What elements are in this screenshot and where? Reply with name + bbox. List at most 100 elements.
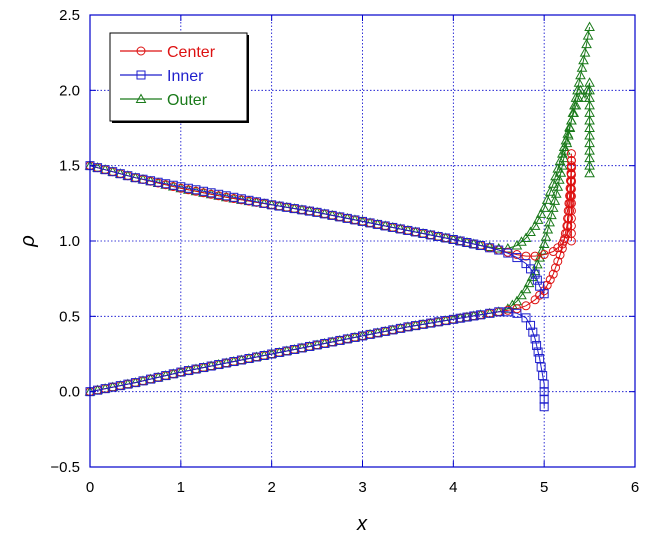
data-point <box>476 310 486 320</box>
x-tick-label: 5 <box>540 479 548 496</box>
x-tick-label: 2 <box>267 479 275 496</box>
data-point <box>462 312 472 322</box>
legend: Center Inner Outer <box>109 32 249 123</box>
data-point <box>552 163 564 173</box>
data-point <box>532 214 544 224</box>
data-point <box>523 277 535 288</box>
data-point <box>584 21 595 32</box>
y-tick-label: 1.0 <box>59 233 80 250</box>
data-point <box>476 241 486 251</box>
data-point <box>553 174 565 184</box>
data-point <box>573 77 585 87</box>
data-point <box>503 248 513 258</box>
legend-item-outer: Outer <box>120 92 208 109</box>
data-point <box>516 289 527 300</box>
data-point <box>544 216 555 227</box>
y-tick-label: 0.0 <box>59 384 80 401</box>
data-point <box>448 314 458 324</box>
data-point <box>570 92 582 102</box>
data-point <box>584 167 595 178</box>
data-point <box>548 269 558 279</box>
data-point <box>546 209 557 220</box>
data-point <box>455 313 465 323</box>
legend-label: Outer <box>167 92 208 109</box>
data-point <box>581 38 592 49</box>
data-point <box>544 186 556 196</box>
data-point <box>541 194 553 204</box>
data-point <box>539 289 549 299</box>
data-point <box>575 69 586 80</box>
data-point <box>520 283 532 294</box>
data-point <box>526 264 536 274</box>
data-point <box>462 238 472 248</box>
data-point <box>538 371 548 381</box>
y-tick-label: 2.5 <box>59 7 80 24</box>
legend-marker <box>135 93 147 103</box>
data-point <box>564 122 576 132</box>
data-point <box>520 232 532 242</box>
data-point <box>534 252 545 262</box>
data-point <box>494 307 504 317</box>
data-point <box>532 340 542 350</box>
y-tick-label: 0.5 <box>59 308 80 325</box>
y-tick-label: −0.5 <box>50 459 80 476</box>
data-point <box>532 275 542 285</box>
data-point <box>560 134 572 145</box>
data-point <box>531 258 543 269</box>
data-point <box>566 156 576 166</box>
data-point <box>493 243 505 253</box>
series-inner <box>85 161 549 412</box>
legend-label: Center <box>167 44 216 61</box>
y-tick-label: 2.0 <box>59 82 80 99</box>
data-point <box>512 308 522 318</box>
data-point <box>549 195 561 205</box>
data-point <box>540 231 552 241</box>
data-point <box>555 167 567 177</box>
data-point <box>530 334 540 344</box>
data-point <box>566 177 576 187</box>
x-tick-label: 4 <box>449 479 457 496</box>
data-point <box>469 239 479 249</box>
data-point <box>551 263 561 273</box>
y-tick-label: 1.5 <box>59 158 80 175</box>
data-point <box>545 275 555 285</box>
data-point <box>521 313 531 323</box>
data-point <box>521 301 531 311</box>
data-point <box>579 47 591 57</box>
legend-label: Inner <box>167 68 204 85</box>
data-point <box>538 202 550 212</box>
data-point <box>455 236 465 246</box>
data-point <box>484 241 496 252</box>
data-point <box>560 145 571 155</box>
data-point <box>503 307 513 317</box>
data-point <box>535 281 545 291</box>
data-point <box>535 354 545 364</box>
series-layer <box>84 21 595 412</box>
data-point <box>525 226 536 236</box>
data-point <box>469 311 479 321</box>
data-point <box>552 181 564 191</box>
series-line <box>89 311 545 407</box>
data-point <box>521 259 531 269</box>
data-point <box>542 224 554 234</box>
data-point <box>512 253 522 263</box>
data-point <box>530 295 540 305</box>
x-axis-label: x <box>356 513 368 535</box>
data-point <box>530 269 540 279</box>
axis-ticks: 0 1 2 3 4 5 6 −0.5 0.0 0.5 1.0 1.5 2.0 2.5 <box>50 7 639 496</box>
x-tick-label: 1 <box>177 479 185 496</box>
data-point <box>530 251 540 261</box>
data-point <box>539 402 549 412</box>
data-point <box>555 250 565 260</box>
data-point <box>533 347 543 357</box>
data-point <box>485 243 495 253</box>
data-point <box>569 99 580 110</box>
y-axis-label: ρ <box>17 235 39 247</box>
data-point <box>556 160 568 170</box>
data-point <box>538 238 550 249</box>
data-point <box>547 202 559 212</box>
data-point <box>553 256 563 266</box>
data-point <box>550 188 562 198</box>
legend-item-inner: Inner <box>120 68 204 85</box>
